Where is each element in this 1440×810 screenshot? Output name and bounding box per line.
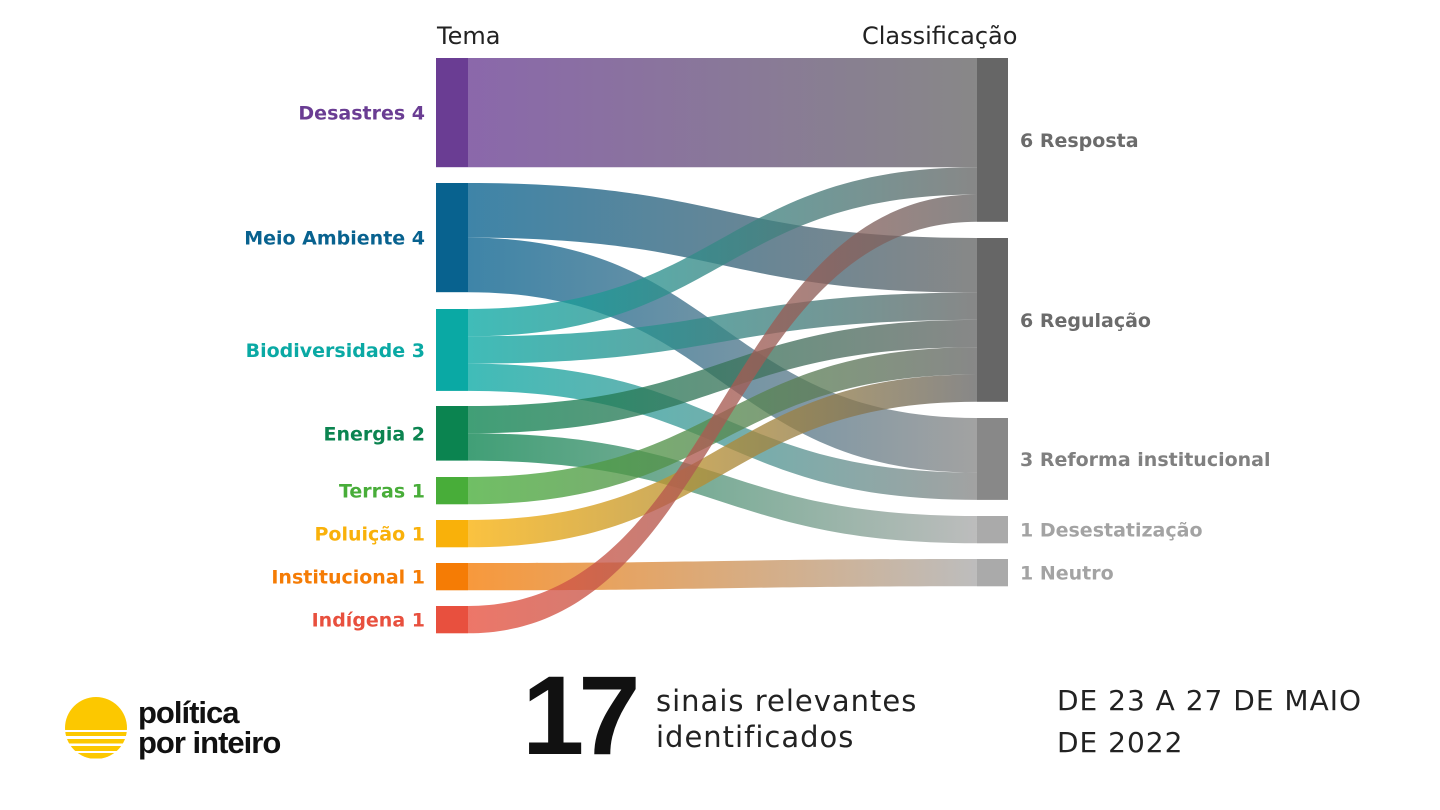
target-node-reforma-institucional xyxy=(977,418,1008,500)
target-label-desestatizacao: 1 Desestatização xyxy=(1020,520,1203,542)
source-label-institucional: Institucional 1 xyxy=(271,567,425,589)
target-column-header: Classificação xyxy=(862,22,1018,50)
link-poluicao-to-regulacao xyxy=(468,374,977,548)
target-label-resposta: 6 Resposta xyxy=(1020,130,1139,152)
link-biodiversidade-to-regulacao xyxy=(468,292,977,364)
source-node-energia xyxy=(436,406,468,461)
source-label-meio-ambiente: Meio Ambiente 4 xyxy=(244,228,425,250)
links-layer xyxy=(468,58,977,634)
target-node-resposta xyxy=(977,58,1008,222)
link-indigena-to-resposta xyxy=(468,194,977,634)
source-column-header: Tema xyxy=(437,22,501,50)
target-label-reforma-institucional: 3 Reforma institucional xyxy=(1020,449,1271,471)
target-node-desestatizacao xyxy=(977,516,1008,544)
source-node-institucional xyxy=(436,563,468,591)
source-label-poluicao: Poluição 1 xyxy=(314,524,425,546)
link-energia-to-desestatizacao xyxy=(468,433,977,544)
count-caption-line-1: sinais relevantes xyxy=(656,684,918,718)
source-label-terras: Terras 1 xyxy=(339,481,425,503)
source-node-poluicao xyxy=(436,520,468,548)
target-label-regulacao: 6 Regulação xyxy=(1020,310,1151,332)
target-label-neutro: 1 Neutro xyxy=(1020,563,1114,585)
source-label-desastres: Desastres 4 xyxy=(298,103,425,125)
brand-logo: política por inteiro xyxy=(64,696,324,766)
source-node-desastres xyxy=(436,58,468,168)
sankey-chart: Desastres 4 Meio Ambiente 4 Biodiversidade… xyxy=(244,58,1271,634)
logo-line-1: política xyxy=(138,695,240,730)
link-institucional-to-neutro xyxy=(468,559,977,591)
sun-logo-icon xyxy=(65,697,127,759)
source-label-biodiversidade: Biodiversidade 3 xyxy=(246,340,425,362)
source-label-energia: Energia 2 xyxy=(323,423,425,445)
labels-layer: Desastres 4 Meio Ambiente 4 Biodiversidade… xyxy=(244,103,1270,632)
logo-line-2: por inteiro xyxy=(138,725,281,760)
source-node-indigena xyxy=(436,606,468,634)
link-desastres-to-resposta xyxy=(468,58,977,168)
signal-count: 17 xyxy=(522,653,641,778)
link-biodiversidade-to-resposta xyxy=(468,167,977,337)
target-node-regulacao xyxy=(977,238,1008,402)
source-label-indigena: Indígena 1 xyxy=(312,610,425,632)
count-caption-line-2: identificados xyxy=(656,720,855,754)
target-node-neutro xyxy=(977,559,1008,587)
count-caption: sinais relevantes identificados xyxy=(656,683,917,755)
source-node-meio-ambiente xyxy=(436,183,468,293)
nodes-layer xyxy=(436,58,1008,634)
logo-wordmark: política por inteiro xyxy=(138,695,281,760)
source-node-terras xyxy=(436,477,468,505)
date-range: DE 23 A 27 DE MAIO DE 2022 xyxy=(1057,684,1363,759)
source-node-biodiversidade xyxy=(436,309,468,391)
link-energia-to-regulacao xyxy=(468,319,977,434)
